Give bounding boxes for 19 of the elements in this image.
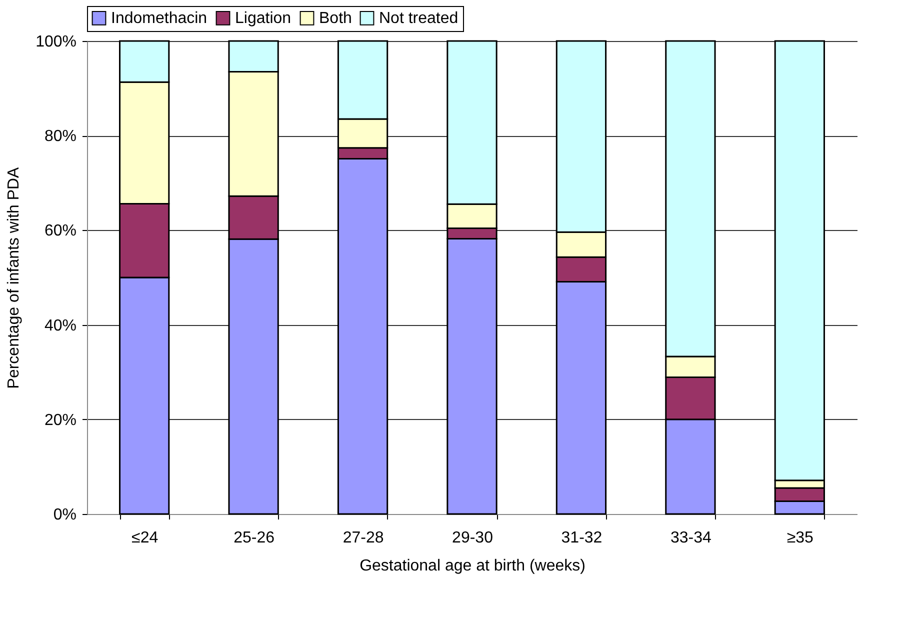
x-tick-label: 31-32	[561, 530, 602, 546]
y-tick-label: 100%	[36, 34, 76, 50]
x-axis-title: Gestational age at birth (weeks)	[360, 558, 586, 574]
legend-label: Ligation	[235, 10, 292, 28]
x-tick-label: ≥35	[786, 530, 814, 546]
y-tick-label: 0%	[53, 506, 76, 524]
legend-label: Indomethacin	[111, 10, 208, 28]
y-tick-label: 60%	[44, 222, 76, 240]
x-tick-label: 33-34	[670, 530, 712, 546]
y-tick-label: 40%	[44, 317, 76, 334]
x-tick-label: ≤24	[132, 530, 158, 546]
x-tick-label: 27-28	[342, 530, 384, 546]
legend-label: Not treated	[379, 10, 458, 28]
y-tick-label: 20%	[44, 412, 76, 429]
x-tick-label: 25-26	[234, 530, 275, 546]
y-axis-title: Percentage of infants with PDA	[6, 166, 23, 389]
y-tick-label: 80%	[44, 128, 76, 146]
x-tick-label: 29-30	[452, 530, 494, 546]
legend-label: Both	[319, 10, 352, 28]
